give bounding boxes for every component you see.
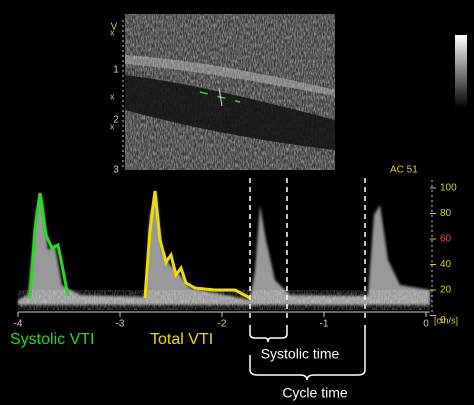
velocity-tick-label: 20 — [440, 285, 452, 296]
depth-label: 3 — [113, 165, 119, 176]
velocity-tick-label: 100 — [440, 183, 457, 194]
velocity-unit: [cm/s] — [434, 315, 458, 325]
marker: x — [110, 27, 115, 37]
total-vti-trace — [143, 190, 251, 300]
velocity-tick-label: 0 — [440, 315, 446, 326]
time-tick-label: -1 — [320, 319, 329, 330]
b-mode-image — [125, 14, 335, 170]
time-tick-label: -4 — [14, 319, 23, 330]
time-tick-label: -2 — [218, 319, 227, 330]
depth-label: 1 — [113, 65, 119, 76]
time-tick-label: -3 — [116, 319, 125, 330]
systolic-vti-label: Systolic VTI — [10, 331, 94, 348]
velocity-tick-label: 60 — [440, 234, 452, 245]
cycle-time-bracket — [249, 325, 366, 381]
systolic-time-bracket — [249, 325, 288, 343]
doppler-spectrum — [18, 178, 433, 322]
marker: x — [110, 91, 115, 101]
depth-label: 2 — [113, 115, 119, 126]
marker: x — [110, 121, 115, 131]
systolic-vti-trace — [28, 192, 70, 299]
systolic-time-label: Systolic time — [261, 346, 340, 362]
cycle-time-label: Cycle time — [282, 385, 348, 401]
time-tick-label: 0 — [423, 319, 429, 330]
depth-label: V — [111, 22, 118, 33]
velocity-tick-label: 40 — [440, 259, 452, 270]
grayscale-bar — [455, 35, 467, 108]
velocity-tick-label: 80 — [440, 208, 452, 219]
preset-label: AC 51 — [390, 165, 418, 176]
total-vti-label: Total VTI — [150, 331, 213, 348]
